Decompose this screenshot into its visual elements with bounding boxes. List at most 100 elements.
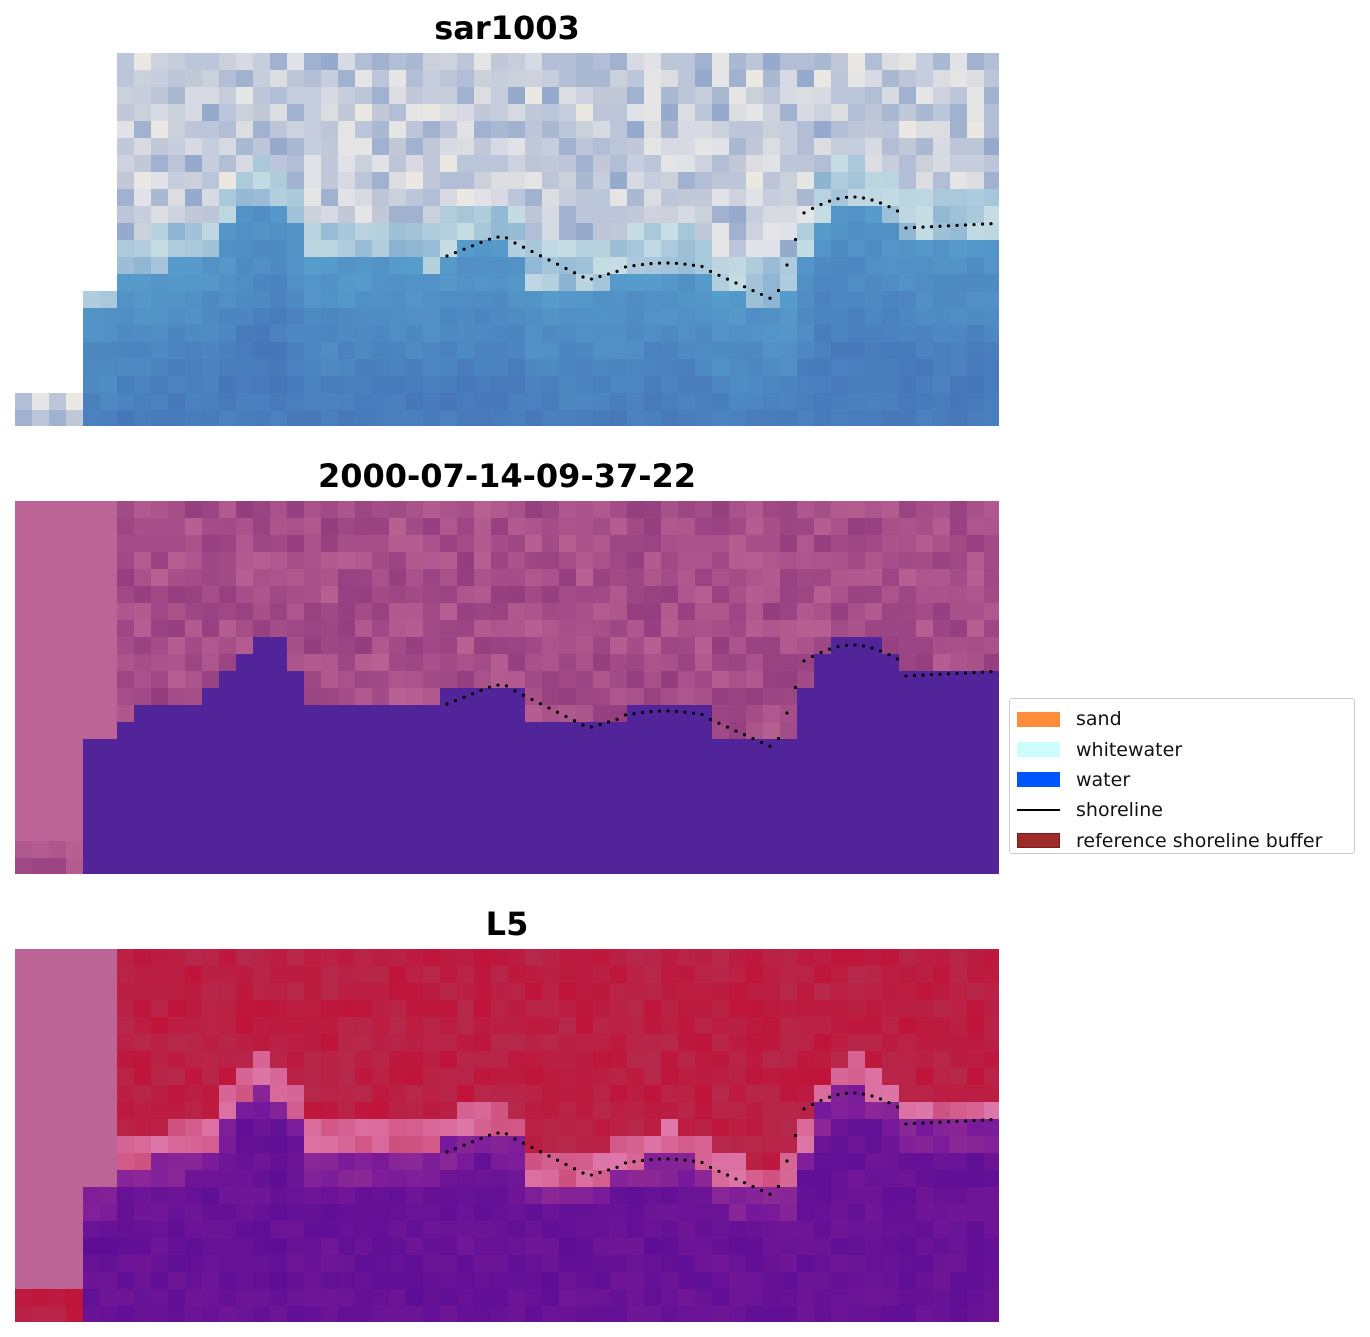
raster-pixel — [270, 70, 288, 88]
raster-pixel — [440, 1170, 458, 1188]
raster-pixel — [355, 410, 373, 426]
raster-pixel — [185, 1034, 203, 1052]
raster-pixel — [695, 1187, 713, 1205]
raster-pixel — [916, 70, 934, 88]
raster-pixel — [270, 603, 288, 621]
raster-pixel — [253, 121, 271, 139]
raster-pixel — [661, 705, 679, 723]
raster-pixel — [491, 206, 509, 224]
shoreline-point — [589, 725, 594, 729]
raster-pixel — [100, 1136, 118, 1154]
raster-pixel — [440, 1051, 458, 1069]
raster-pixel — [423, 1204, 441, 1222]
raster-pixel — [644, 1255, 662, 1273]
raster-pixel — [763, 722, 781, 740]
raster-pixel — [899, 410, 917, 426]
raster-pixel — [916, 1204, 934, 1222]
raster-pixel — [746, 688, 764, 706]
raster-pixel — [882, 308, 900, 326]
raster-pixel — [627, 688, 645, 706]
raster-pixel — [202, 1255, 220, 1273]
raster-pixel — [49, 1238, 67, 1256]
raster-pixel — [576, 858, 594, 874]
raster-pixel — [729, 1272, 747, 1290]
raster-pixel — [202, 671, 220, 689]
raster-pixel — [542, 359, 560, 377]
raster-pixel — [236, 722, 254, 740]
raster-pixel — [168, 535, 186, 553]
raster-pixel — [814, 257, 832, 275]
shoreline-point — [751, 289, 755, 293]
raster-pixel — [168, 410, 186, 426]
raster-pixel — [338, 70, 356, 88]
raster-pixel — [882, 637, 900, 655]
raster-pixel — [100, 535, 118, 553]
raster-pixel — [406, 756, 424, 774]
raster-pixel — [15, 1238, 33, 1256]
raster-pixel — [916, 637, 934, 655]
raster-pixel — [644, 807, 662, 825]
raster-pixel — [304, 518, 322, 536]
raster-pixel — [83, 841, 101, 859]
raster-pixel — [729, 121, 747, 139]
raster-pixel — [729, 620, 747, 638]
raster-pixel — [525, 552, 543, 570]
raster-pixel — [66, 654, 84, 672]
raster-pixel — [559, 756, 577, 774]
raster-pixel — [627, 620, 645, 638]
raster-pixel — [440, 325, 458, 343]
raster-pixel — [134, 376, 152, 394]
raster-pixel — [831, 1051, 849, 1069]
raster-pixel — [270, 1136, 288, 1154]
raster-pixel — [304, 325, 322, 343]
raster-pixel — [729, 393, 747, 411]
raster-pixel — [423, 172, 441, 190]
raster-pixel — [508, 206, 526, 224]
raster-pixel — [967, 552, 985, 570]
raster-pixel — [882, 189, 900, 207]
raster-pixel — [372, 121, 390, 139]
raster-pixel — [15, 1306, 33, 1322]
raster-pixel — [576, 1068, 594, 1086]
raster-pixel — [100, 569, 118, 587]
raster-pixel — [525, 586, 543, 604]
panel-title-sar1003: sar1003 — [434, 9, 580, 47]
raster-pixel — [270, 206, 288, 224]
raster-pixel — [117, 722, 135, 740]
raster-pixel — [457, 223, 475, 241]
raster-pixel — [117, 1221, 135, 1239]
raster-pixel — [474, 410, 492, 426]
raster-pixel — [168, 807, 186, 825]
raster-pixel — [338, 393, 356, 411]
raster-pixel — [355, 291, 373, 309]
raster-pixel — [950, 688, 968, 706]
raster-pixel — [134, 1000, 152, 1018]
raster-pixel — [780, 1187, 798, 1205]
raster-pixel — [933, 325, 951, 343]
raster-pixel — [525, 966, 543, 984]
raster-pixel — [865, 1017, 883, 1035]
raster-pixel — [253, 1051, 271, 1069]
raster-pixel — [712, 376, 730, 394]
raster-pixel — [882, 70, 900, 88]
raster-pixel — [440, 274, 458, 292]
raster-pixel — [202, 274, 220, 292]
raster-pixel — [984, 1068, 999, 1086]
raster-pixel — [491, 1221, 509, 1239]
raster-pixel — [797, 773, 815, 791]
raster-pixel — [270, 1034, 288, 1052]
raster-pixel — [474, 705, 492, 723]
raster-pixel — [185, 138, 203, 156]
raster-pixel — [678, 552, 696, 570]
raster-pixel — [797, 1017, 815, 1035]
raster-pixel — [474, 1289, 492, 1307]
raster-pixel — [712, 688, 730, 706]
raster-pixel — [117, 240, 135, 258]
raster-pixel — [746, 620, 764, 638]
raster-pixel — [678, 569, 696, 587]
raster-pixel — [712, 359, 730, 377]
raster-pixel — [423, 552, 441, 570]
raster-pixel — [933, 104, 951, 122]
raster-pixel — [950, 121, 968, 139]
raster-pixel — [865, 274, 883, 292]
